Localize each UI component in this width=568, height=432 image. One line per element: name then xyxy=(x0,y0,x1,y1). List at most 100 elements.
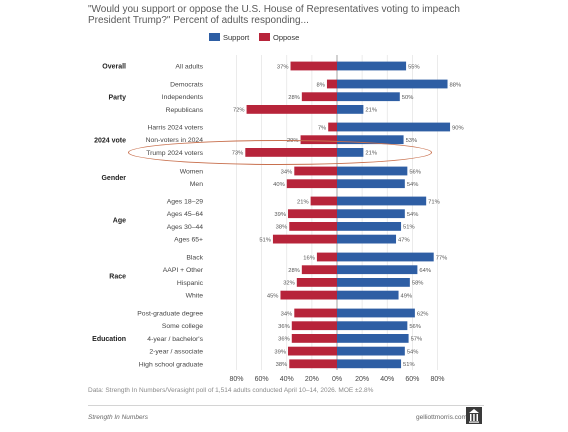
oppose-bar xyxy=(272,234,337,244)
footer-brand: Strength In Numbers xyxy=(88,414,148,421)
legend-label-support: Support xyxy=(223,33,250,42)
row-label: Some college xyxy=(162,323,203,330)
row-label: Ages 30–44 xyxy=(167,224,204,231)
legend-swatch-support xyxy=(209,33,220,41)
group-label: 2024 vote xyxy=(94,137,126,144)
support-value-label: 64% xyxy=(419,268,431,274)
oppose-value-label: 7% xyxy=(318,125,326,131)
row-label: 2-year / associate xyxy=(149,349,203,356)
support-value-label: 55% xyxy=(408,64,420,70)
oppose-value-label: 38% xyxy=(276,225,288,231)
oppose-value-label: 32% xyxy=(283,281,295,287)
row-label: Non-voters in 2024 xyxy=(146,137,204,144)
oppose-bar xyxy=(290,61,337,71)
x-tick-label: 80% xyxy=(230,376,244,383)
oppose-bar xyxy=(288,209,337,219)
oppose-bar xyxy=(289,359,337,369)
row-label: Harris 2024 voters xyxy=(147,125,203,132)
group-label: Race xyxy=(109,274,126,281)
support-value-label: 71% xyxy=(428,199,440,205)
oppose-bar xyxy=(289,222,337,231)
support-value-label: 90% xyxy=(452,125,464,131)
oppose-bar xyxy=(328,122,337,132)
row-label: White xyxy=(186,293,204,300)
footer-divider xyxy=(88,405,484,406)
oppose-value-label: 37% xyxy=(277,64,289,70)
support-bar xyxy=(337,290,399,300)
oppose-bar xyxy=(286,179,337,189)
oppose-value-label: 51% xyxy=(259,237,271,243)
support-value-label: 49% xyxy=(401,293,413,299)
oppose-value-label: 45% xyxy=(267,293,279,299)
x-tick-label: 80% xyxy=(430,376,444,383)
oppose-bar xyxy=(246,105,337,114)
oppose-value-label: 16% xyxy=(303,255,315,261)
footer-url: gelliottmorris.com xyxy=(416,414,467,421)
oppose-value-label: 36% xyxy=(278,337,290,343)
support-bar xyxy=(337,122,451,132)
oppose-value-label: 28% xyxy=(288,268,300,274)
oppose-bar xyxy=(326,79,337,89)
support-bar xyxy=(337,222,402,231)
oppose-bar xyxy=(291,334,337,343)
x-tick-label: 60% xyxy=(255,376,269,383)
oppose-bar xyxy=(280,290,337,300)
support-bar xyxy=(337,278,410,287)
oppose-value-label: 21% xyxy=(297,199,309,205)
row-label: Republicans xyxy=(166,107,204,114)
oppose-bar xyxy=(301,92,337,102)
legend-label-oppose: Oppose xyxy=(273,33,299,42)
support-bar xyxy=(337,61,407,71)
support-value-label: 58% xyxy=(412,281,424,287)
support-bar xyxy=(337,308,415,318)
oppose-bar xyxy=(296,278,337,287)
oppose-value-label: 40% xyxy=(273,182,285,188)
support-value-label: 56% xyxy=(409,169,421,175)
row-label: AAPI + Other xyxy=(163,267,204,274)
support-bar xyxy=(337,321,408,331)
support-value-label: 53% xyxy=(406,138,418,144)
source-note: Data: Strength In Numbers/Verasight poll… xyxy=(88,387,374,394)
oppose-bar xyxy=(310,196,337,206)
group-label: Overall xyxy=(102,64,126,71)
oppose-bar xyxy=(288,346,337,356)
row-label: 4-year / bachelor's xyxy=(147,336,203,343)
oppose-bar xyxy=(294,308,337,318)
support-value-label: 50% xyxy=(402,95,414,101)
x-tick-label: 0% xyxy=(332,376,342,383)
support-bar xyxy=(337,92,400,102)
oppose-value-label: 39% xyxy=(274,212,286,218)
support-bar xyxy=(337,234,397,244)
oppose-value-label: 34% xyxy=(281,311,293,317)
support-bar xyxy=(337,135,404,145)
support-value-label: 54% xyxy=(407,349,419,355)
support-bar xyxy=(337,179,405,189)
row-label: Democrats xyxy=(170,82,203,89)
support-bar xyxy=(337,166,408,176)
legend-swatch-oppose xyxy=(259,33,270,41)
support-bar xyxy=(337,79,448,89)
trump-voters-highlight-ellipse xyxy=(128,140,432,165)
row-label: Ages 18–29 xyxy=(167,199,204,206)
support-bar xyxy=(337,252,434,262)
oppose-value-label: 72% xyxy=(233,108,245,114)
oppose-bar xyxy=(291,321,337,331)
oppose-bar xyxy=(294,166,337,176)
row-label: High school graduate xyxy=(139,361,203,368)
x-tick-label: 60% xyxy=(405,376,419,383)
group-label: Age xyxy=(113,218,126,225)
support-bar xyxy=(337,196,427,206)
support-bar xyxy=(337,105,364,114)
group-label: Gender xyxy=(101,175,126,182)
x-tick-label: 40% xyxy=(380,376,394,383)
row-label: Ages 45–64 xyxy=(167,211,204,218)
support-bar xyxy=(337,334,409,343)
support-value-label: 56% xyxy=(409,324,421,330)
support-bar xyxy=(337,265,418,275)
row-label: Women xyxy=(180,169,204,176)
group-label: Party xyxy=(108,94,126,101)
support-value-label: 57% xyxy=(411,337,423,343)
support-value-label: 51% xyxy=(403,225,415,231)
support-value-label: 88% xyxy=(450,82,462,88)
